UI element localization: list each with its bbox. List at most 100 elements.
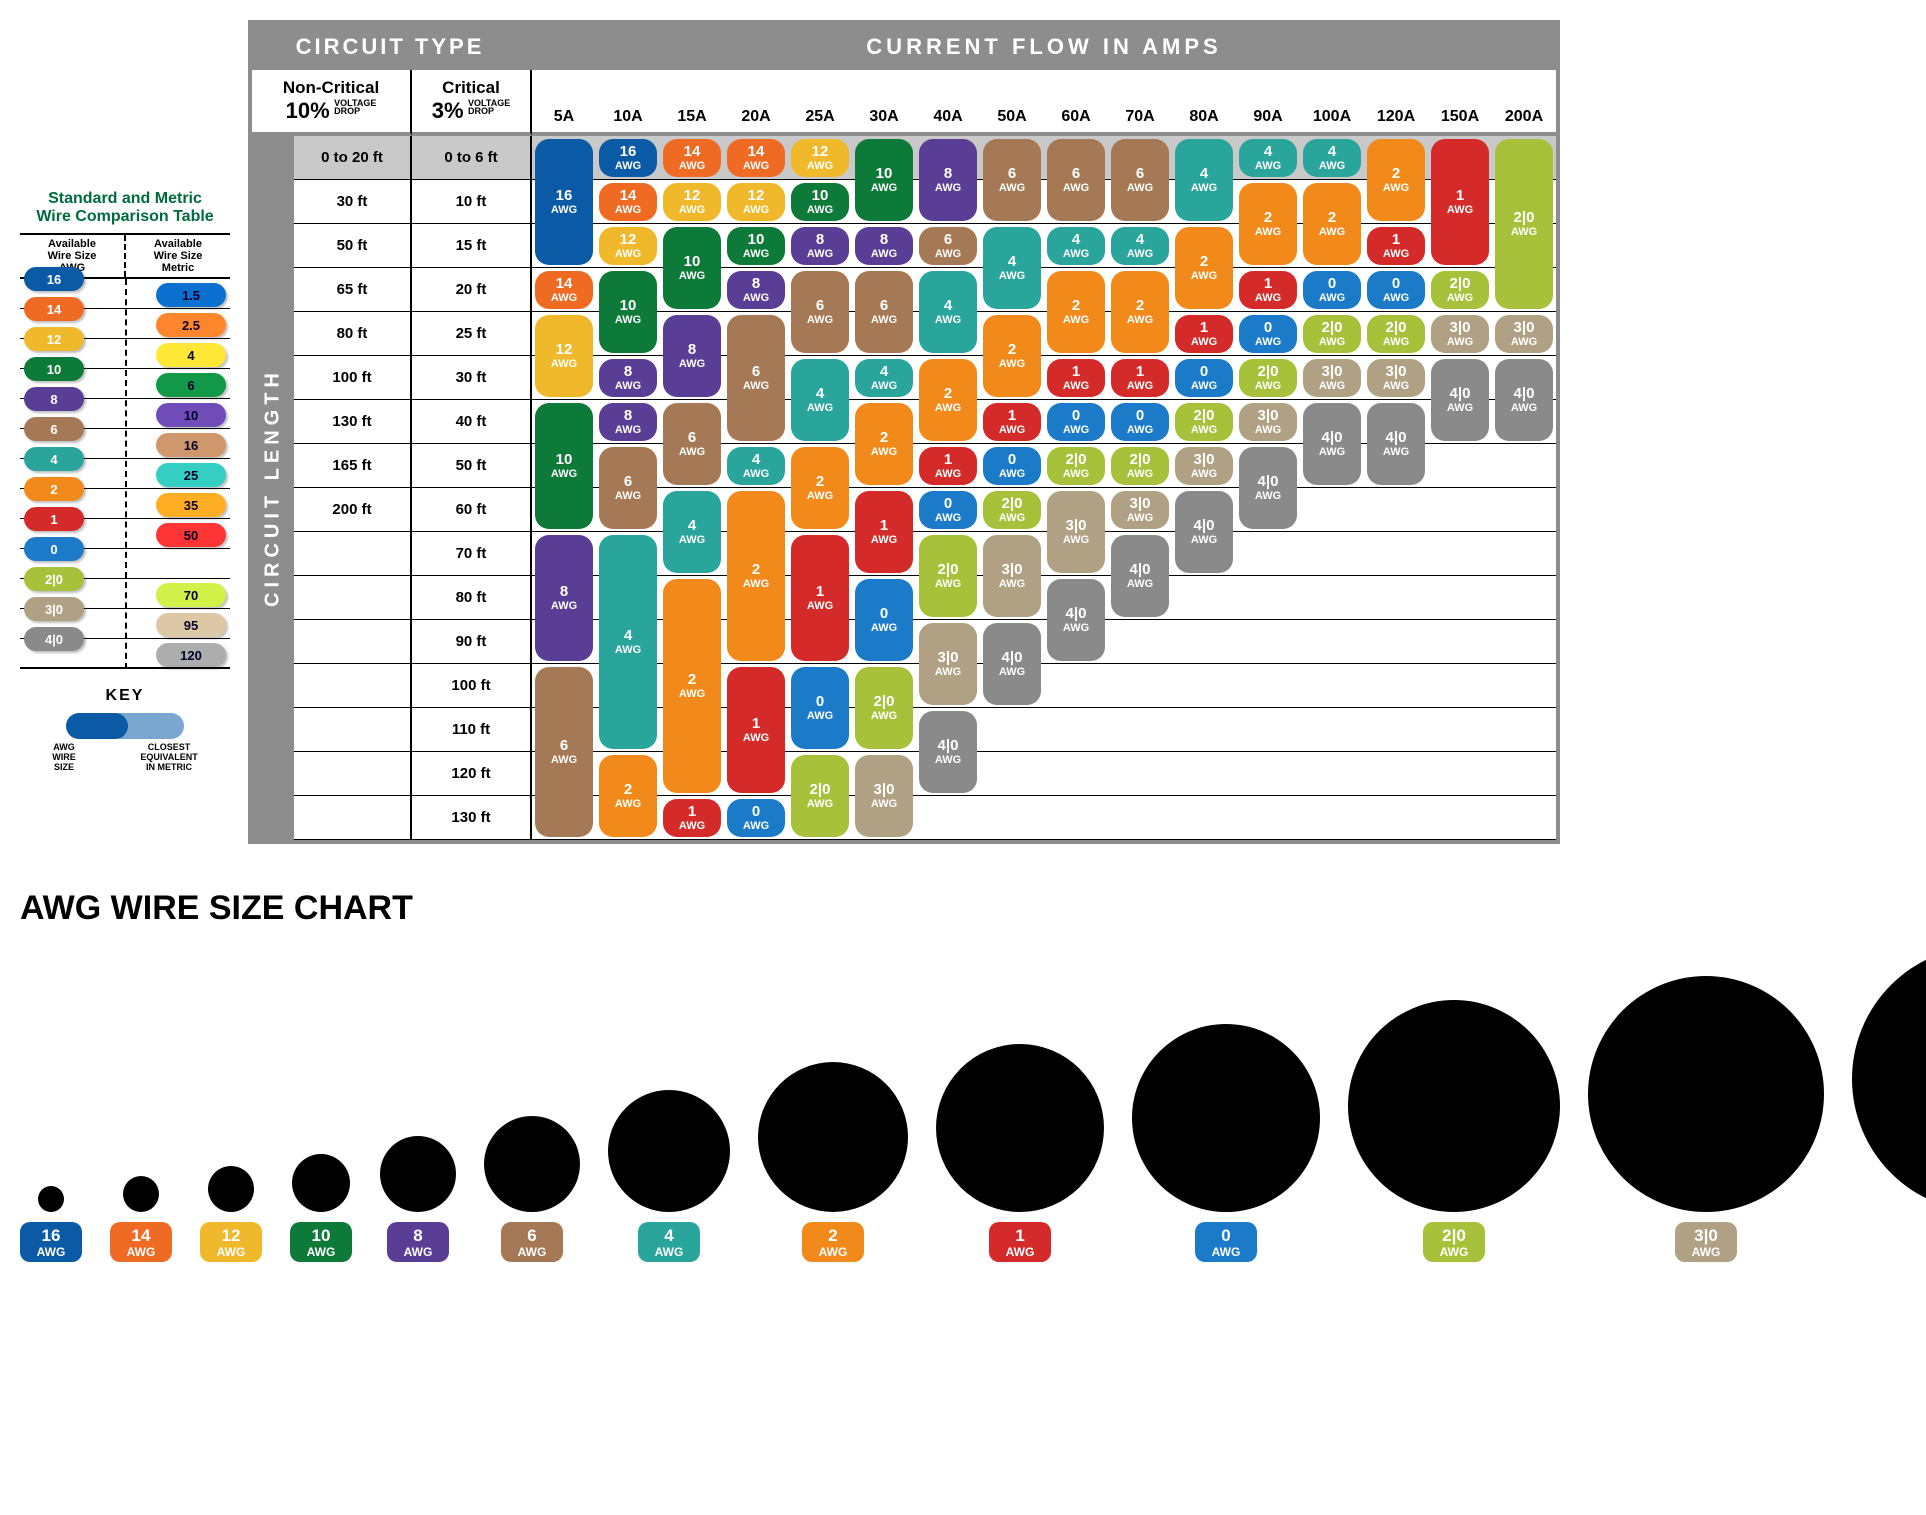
gauge-cell: 2|0AWG <box>855 667 913 749</box>
critical-length: 50 ft <box>412 444 532 487</box>
legend-pill-awg: 10 <box>24 357 84 381</box>
gauge-cell: 4AWG <box>663 491 721 573</box>
gauge-cell: 2AWG <box>919 359 977 441</box>
legend-pill-awg: 12 <box>24 327 84 351</box>
size-item: 3|0AWG <box>1588 976 1824 1262</box>
gauge-cell: 4|0AWG <box>1175 491 1233 573</box>
gauge-cell: 1AWG <box>727 667 785 793</box>
legend-row: 4|0120 <box>20 639 230 669</box>
amp-headers: 5A10A15A20A25A30A40A50A60A70A80A90A100A1… <box>532 70 1556 136</box>
legend-pill-metric: 6 <box>156 373 226 397</box>
wire-circle-icon <box>1852 946 1926 1212</box>
amp-header: 50A <box>980 108 1044 132</box>
wire-circle-icon <box>208 1166 254 1212</box>
gauge-cell: 0AWG <box>1111 403 1169 441</box>
gauge-cell: 1AWG <box>919 447 977 485</box>
legend-pill-awg: 14 <box>24 297 84 321</box>
header-noncritical: Non-Critical 10% VOLTAGE DROP <box>252 70 412 136</box>
legend-pill-awg: 4|0 <box>24 627 84 651</box>
gauge-cell: 2|0AWG <box>1239 359 1297 397</box>
gauge-cell: 2AWG <box>599 755 657 837</box>
gauge-cell: 2AWG <box>1367 139 1425 221</box>
gauge-cell: 12AWG <box>535 315 593 397</box>
gauge-cell: 14AWG <box>727 139 785 177</box>
gauge-cell: 6AWG <box>1047 139 1105 221</box>
gauge-cell: 4|0AWG <box>1303 403 1361 485</box>
gauge-cell: 2AWG <box>727 491 785 661</box>
comparison-legend: Standard and Metric Wire Comparison Tabl… <box>20 190 230 773</box>
gauge-cell: 0AWG <box>855 579 913 661</box>
gauge-cell: 0AWG <box>791 667 849 749</box>
legend-pill-metric: 4 <box>156 343 226 367</box>
wire-circle-icon <box>758 1062 908 1212</box>
gauge-cell: 2AWG <box>791 447 849 529</box>
gauge-cell: 4AWG <box>1111 227 1169 265</box>
gauge-cell: 1AWG <box>1175 315 1233 353</box>
size-pill: 6AWG <box>501 1222 563 1262</box>
gauge-cell: 10AWG <box>663 227 721 309</box>
size-item: 4AWG <box>608 1090 730 1262</box>
wire-circle-icon <box>936 1044 1104 1212</box>
gauge-cell: 4|0AWG <box>1047 579 1105 661</box>
legend-pill-awg: 8 <box>24 387 84 411</box>
legend-key: KEY AWG WIRE SIZE CLOSEST EQUIVALENT IN … <box>20 687 230 773</box>
critical-length: 70 ft <box>412 532 532 575</box>
length-row: 0 to 20 ft0 to 6 ft <box>294 136 532 180</box>
gauge-cell: 0AWG <box>983 447 1041 485</box>
key-pill-awg <box>66 713 128 739</box>
legend-title: Standard and Metric Wire Comparison Tabl… <box>20 190 230 227</box>
gauge-cell: 2|0AWG <box>1495 139 1553 309</box>
size-item: 2|0AWG <box>1348 1000 1560 1262</box>
size-pill: 14AWG <box>110 1222 172 1262</box>
size-pill: 0AWG <box>1195 1222 1257 1262</box>
gauge-cell: 1AWG <box>1367 227 1425 265</box>
critical-length: 90 ft <box>412 620 532 663</box>
size-pill: 16AWG <box>20 1222 82 1262</box>
noncritical-length: 50 ft <box>294 224 412 267</box>
noncritical-length <box>294 664 412 707</box>
gauge-cell: 6AWG <box>855 271 913 353</box>
gauge-cell: 2AWG <box>1303 183 1361 265</box>
amp-header: 90A <box>1236 108 1300 132</box>
gauge-cell: 10AWG <box>727 227 785 265</box>
gauge-cell: 4|0AWG <box>1111 535 1169 617</box>
length-row: 120 ft <box>294 752 532 796</box>
gauge-cell: 1AWG <box>983 403 1041 441</box>
legend-rows: 161.5142.512410681061642523515002|0703|0… <box>20 279 230 669</box>
key-sub-awg: AWG WIRE SIZE <box>52 743 76 773</box>
size-item: 2AWG <box>758 1062 908 1262</box>
wire-gauge-chart: CIRCUIT TYPE CURRENT FLOW IN AMPS Non-Cr… <box>248 20 1560 844</box>
length-row: 130 ft <box>294 796 532 840</box>
legend-pill-awg: 0 <box>24 537 84 561</box>
gauge-cell: 3|0AWG <box>1495 315 1553 353</box>
legend-pill-awg: 4 <box>24 447 84 471</box>
gauge-cell: 4AWG <box>919 271 977 353</box>
size-pill: 8AWG <box>387 1222 449 1262</box>
gauge-cell: 2|0AWG <box>1431 271 1489 309</box>
side-label-circuit-length: CIRCUIT LENGTH <box>252 136 294 840</box>
size-pill: 4AWG <box>638 1222 700 1262</box>
amp-header: 120A <box>1364 108 1428 132</box>
size-item: 1AWG <box>936 1044 1104 1262</box>
length-row: 130 ft40 ft <box>294 400 532 444</box>
critical-length: 60 ft <box>412 488 532 531</box>
size-pill: 2AWG <box>802 1222 864 1262</box>
size-item: 14AWG <box>110 1176 172 1262</box>
gauge-cell: 4|0AWG <box>1367 403 1425 485</box>
legend-pill-awg: 1 <box>24 507 84 531</box>
legend-pill-metric: 10 <box>156 403 226 427</box>
gauge-cell: 3|0AWG <box>1047 491 1105 573</box>
wire-circle-icon <box>484 1116 580 1212</box>
gauge-cell: 2|0AWG <box>1175 403 1233 441</box>
header-circuit-type: CIRCUIT TYPE <box>252 24 532 70</box>
amp-header: 80A <box>1172 108 1236 132</box>
wire-circle-icon <box>380 1136 456 1212</box>
gauge-cell: 12AWG <box>599 227 657 265</box>
gauge-cell: 3|0AWG <box>855 755 913 837</box>
noncritical-length: 165 ft <box>294 444 412 487</box>
gauge-cell: 4AWG <box>791 359 849 441</box>
legend-pill-awg: 16 <box>24 267 84 291</box>
gauge-cell: 2|0AWG <box>791 755 849 837</box>
length-row: 110 ft <box>294 708 532 752</box>
length-row: 80 ft25 ft <box>294 312 532 356</box>
